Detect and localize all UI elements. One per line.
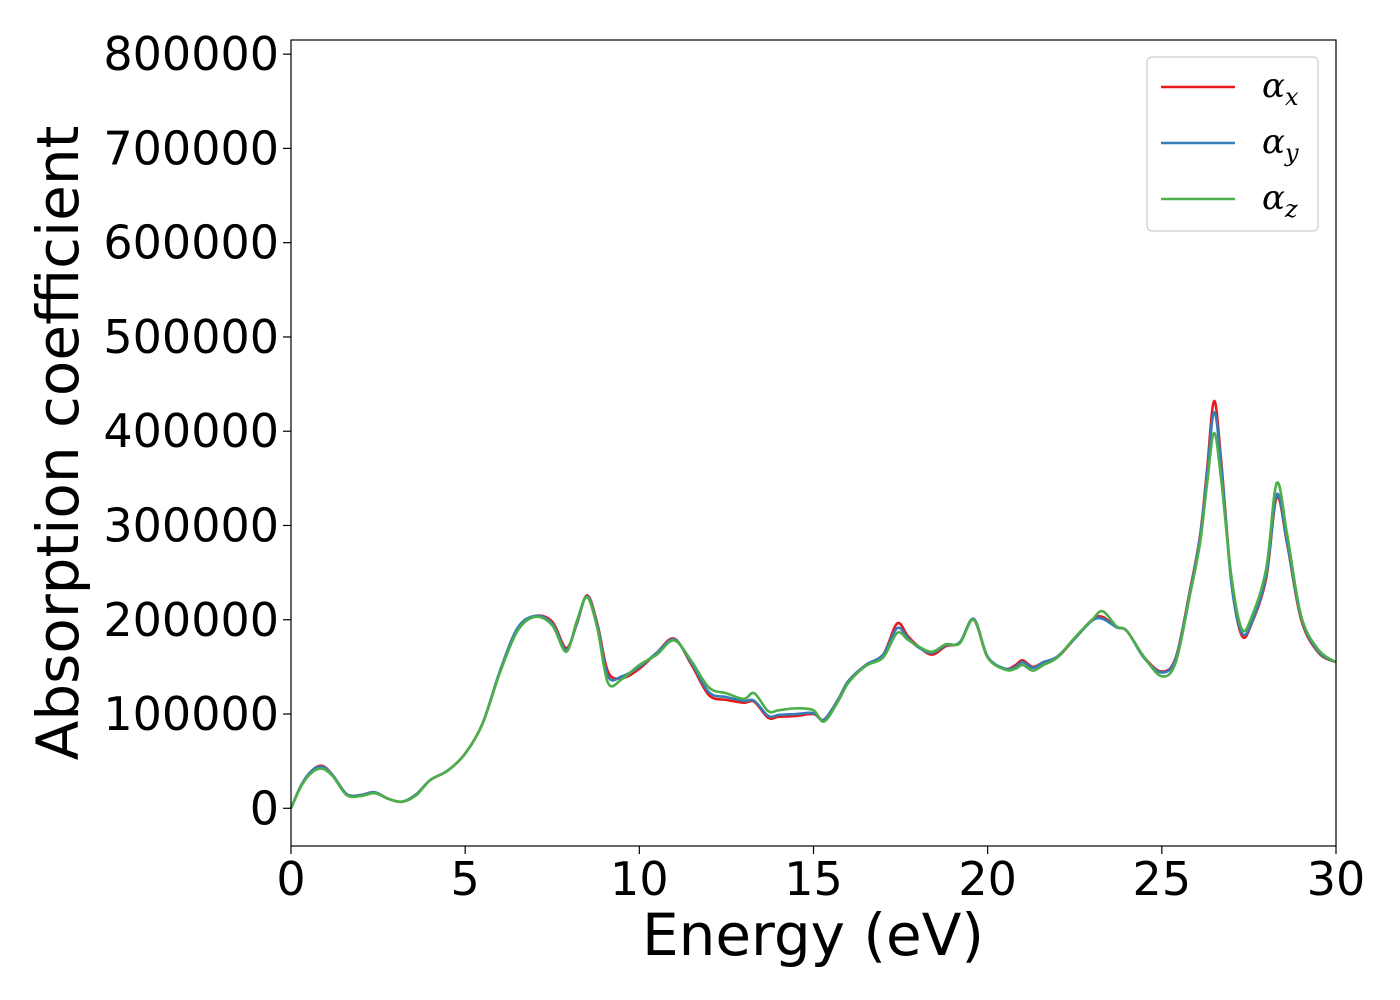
x-tick-label: 25: [1133, 852, 1192, 906]
y-tick-label: 0: [250, 781, 279, 835]
y-tick-label: 500000: [103, 310, 279, 364]
y-tick-label: 700000: [103, 121, 279, 175]
series-layer: [289, 399, 1337, 809]
series-line-x: [289, 399, 1337, 809]
x-tick-label: 20: [958, 852, 1017, 906]
x-tick-label: 5: [451, 852, 480, 906]
y-axis-ticks: 0 100000 200000 300000 400000 500000 600000 700…: [103, 27, 291, 835]
x-tick-label: 0: [276, 852, 305, 906]
y-tick-label: 300000: [103, 498, 279, 552]
y-tick-label: 800000: [103, 27, 279, 81]
x-tick-label: 30: [1307, 852, 1366, 906]
x-tick-label: 10: [610, 852, 669, 906]
y-tick-label: 600000: [103, 216, 279, 270]
x-axis-label: Energy (eV): [642, 901, 984, 969]
x-tick-label: 15: [784, 852, 843, 906]
y-axis-label: Absorption coefficient: [24, 126, 92, 761]
y-tick-label: 200000: [103, 593, 279, 647]
series-line-z: [289, 431, 1337, 809]
x-axis-ticks: 0 5 10 15 20 25 30: [276, 846, 1365, 906]
series-line-y: [289, 411, 1337, 809]
y-tick-label: 400000: [103, 404, 279, 458]
y-tick-label: 100000: [103, 687, 279, 741]
